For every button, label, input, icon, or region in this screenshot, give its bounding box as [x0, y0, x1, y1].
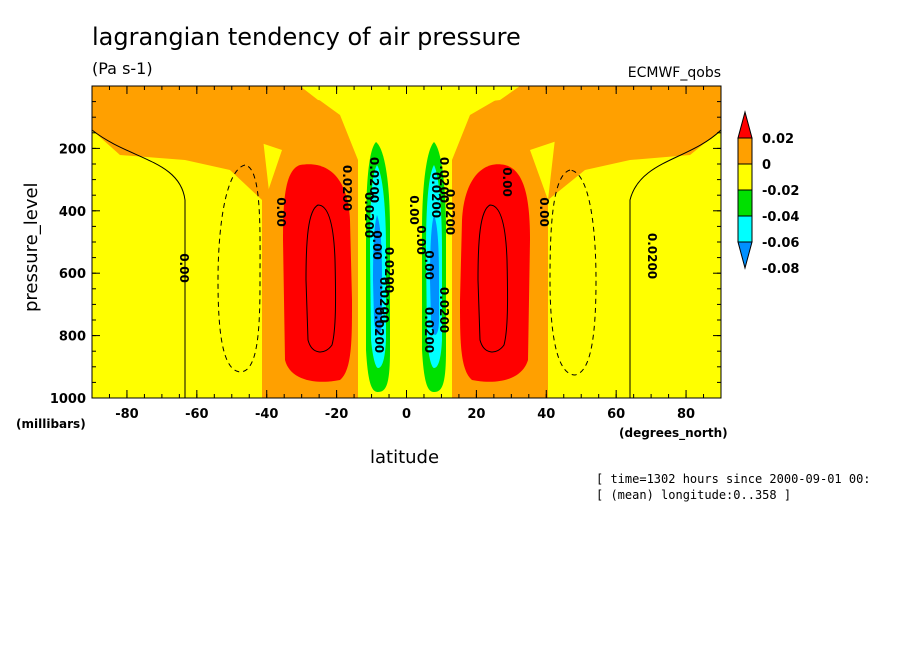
colorbar-swatch	[737, 163, 753, 191]
y-axis-units: (millibars)	[16, 417, 86, 431]
contour-label: 0.0200	[377, 277, 391, 323]
x-tick-label: -20	[325, 407, 349, 422]
chart-units: (Pa s-1)	[92, 59, 153, 78]
colorbar-label: -0.06	[762, 236, 799, 251]
chart-title: lagrangian tendency of air pressure	[92, 23, 521, 51]
colorbar-top-arrow	[737, 110, 753, 139]
contour-fill-top-yellow	[300, 86, 520, 110]
contour-fill-north-mid-yellow	[548, 160, 630, 398]
dataset-label: ECMWF_qobs	[628, 65, 721, 81]
contour-fill-north-yellow	[630, 130, 721, 398]
colorbar-label: 0.02	[762, 132, 794, 147]
contour-label: 0.00	[422, 250, 436, 280]
contour-label: 0.0200	[443, 189, 457, 235]
contour-line-south-orange	[92, 129, 186, 398]
contour-label: 0.00	[370, 230, 384, 260]
y-tick-label: 600	[59, 267, 86, 282]
contour-label: 0.0200	[437, 157, 451, 203]
contour-label: 0.00	[274, 197, 288, 227]
contour-label: 0.00	[537, 197, 551, 227]
contour-label: 0.00	[414, 225, 428, 255]
longitude-annotation: [ (mean) longitude:0..358 ]	[596, 488, 791, 502]
contour-line-south-dashed	[217, 164, 261, 373]
x-tick-label: 40	[537, 407, 555, 422]
colorbar-label: 0	[762, 158, 771, 173]
contour-fill-north-blue	[430, 215, 439, 335]
contour-fill-south-yellow	[92, 130, 185, 398]
colorbar-label: -0.08	[762, 262, 799, 277]
contour-line-north-dashed	[549, 169, 597, 376]
x-tick-label: 20	[467, 407, 485, 422]
colorbar-swatch	[737, 215, 753, 243]
y-axis: 200 400 600 800 1000	[50, 142, 721, 407]
contour-label: 0.0200	[382, 247, 396, 293]
x-tick-label: 60	[607, 407, 625, 422]
contour-label: 0.0200	[422, 307, 436, 353]
contour-fill-south-mid-yellow	[185, 160, 262, 398]
contour-label: 0.0200	[429, 172, 443, 218]
contour-label: 0.0200	[362, 192, 376, 238]
contour-label: 0.0200	[367, 157, 381, 203]
contour-field	[92, 86, 721, 398]
contour-label: 0.0200	[437, 287, 451, 333]
time-annotation: [ time=1302 hours since 2000-09-01 00:	[596, 472, 871, 486]
x-tick-label: -40	[255, 407, 279, 422]
x-axis-title: latitude	[370, 447, 439, 468]
colorbar-swatch	[737, 189, 753, 217]
contour-line-south-red-inner	[305, 204, 337, 353]
colorbar-bottom-arrow	[737, 241, 753, 270]
contour-labels: 0.000.000.02000.02000.000.000.000.000.02…	[177, 157, 659, 353]
x-tick-label: 80	[677, 407, 695, 422]
contour-fill-south-blue	[373, 215, 382, 335]
contour-label: 0.00	[500, 167, 514, 197]
y-tick-label: 800	[59, 330, 86, 345]
colorbar-swatch	[737, 137, 753, 165]
contour-fill-north-red	[460, 164, 530, 382]
contour-label: 0.0200	[340, 165, 354, 211]
x-axis: -80 -60 -40 -20 0 20 40 60 80	[115, 86, 695, 422]
contour-label: 0.0200	[645, 233, 659, 279]
contour-label: 0.00	[407, 195, 421, 225]
contour-line-north-orange	[629, 129, 721, 398]
y-tick-label: 200	[59, 142, 86, 157]
y-tick-label: 1000	[50, 392, 86, 407]
y-tick-label: 400	[59, 205, 86, 220]
colorbar-label: -0.04	[762, 210, 799, 225]
x-tick-label: 0	[402, 407, 411, 422]
y-axis-title: pressure_level	[21, 182, 42, 312]
x-tick-label: -80	[115, 407, 139, 422]
colorbar-label: -0.02	[762, 184, 799, 199]
x-tick-label: -60	[185, 407, 209, 422]
minor-ticks	[91, 85, 722, 399]
x-axis-units: (degrees_north)	[619, 426, 728, 441]
contour-label: 0.0200	[372, 307, 386, 353]
contour-line-north-red-inner	[477, 204, 509, 353]
colorbar-legend: 0.02 0 -0.02 -0.04 -0.06 -0.08	[737, 110, 799, 277]
contour-label: 0.00	[177, 253, 191, 283]
